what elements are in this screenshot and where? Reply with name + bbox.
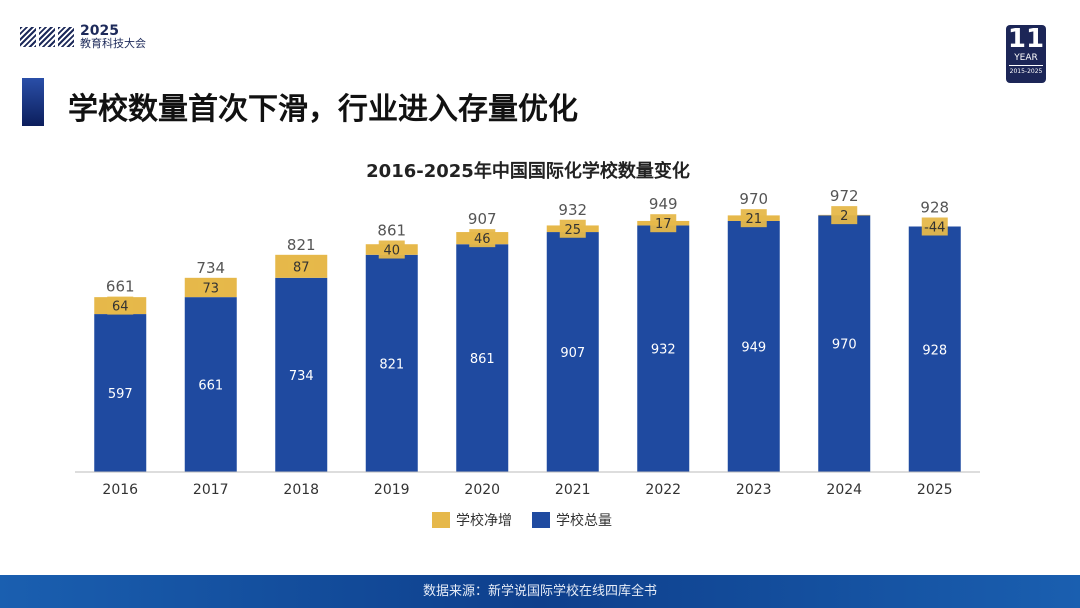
x-tick-2023: 2023 [736,482,772,498]
total-label-2018: 821 [287,236,316,254]
bar-total-2021 [546,232,599,472]
total-label-2021: 932 [558,201,587,219]
net-label-bg-2019 [378,240,405,259]
bar-total-2022 [637,225,690,472]
bar-total-2025 [908,226,961,472]
net-label-bg-2025 [921,217,948,236]
x-tick-2020: 2020 [464,482,500,498]
net-label-2020: 46 [474,232,491,247]
total-value-2019: 821 [379,357,404,372]
bar-total-2016 [94,314,147,472]
net-label-bg-2020 [469,229,496,248]
chart-title: 2016-2025年中国国际化学校数量变化 [366,160,690,182]
net-label-2017: 73 [202,281,219,296]
total-label-2025: 928 [920,199,949,217]
page-title: 学校数量首次下滑，行业进入存量优化 [68,92,578,127]
bar-total-2023 [727,220,780,472]
total-label-2023: 970 [739,190,768,208]
legend-swatch-total [532,512,550,528]
x-tick-2016: 2016 [102,482,138,498]
bar-total-2018 [275,277,328,472]
net-label-2024: 2 [840,209,848,224]
net-label-bg-2022 [650,214,677,233]
x-tick-2022: 2022 [645,482,681,498]
legend-label-total: 学校总量 [556,512,612,529]
x-tick-2017: 2017 [193,482,229,498]
total-value-2020: 861 [470,352,495,367]
net-label-bg-2023 [740,209,767,228]
total-label-2024: 972 [830,187,859,205]
net-label-bg-2021 [559,219,586,238]
logo-name: 教育科技大会 [80,37,146,50]
total-label-2022: 949 [649,195,678,213]
source-footer: 数据来源：新学说国际学校在线四库全书 [0,575,1080,608]
net-label-2019: 40 [383,244,400,259]
conference-logo: 2025 教育科技大会 [20,24,146,49]
legend-label-net: 学校净增 [456,512,512,529]
net-label-bg-2017 [197,278,224,297]
total-value-2025: 928 [922,343,947,358]
total-label-2016: 661 [106,278,135,296]
x-tick-2024: 2024 [826,482,862,498]
badge-number: 11 [1007,24,1045,54]
net-label-bg-2016 [107,296,134,315]
net-label-2023: 21 [745,212,762,227]
net-label-bg-2018 [288,257,315,276]
net-label-2022: 17 [655,217,672,232]
x-tick-2019: 2019 [374,482,410,498]
logo-mark [20,26,74,47]
total-value-2018: 734 [289,369,314,384]
x-tick-2025: 2025 [917,482,953,498]
x-tick-2021: 2021 [555,482,591,498]
net-label-2025: -44 [924,221,945,236]
x-tick-2018: 2018 [283,482,319,498]
total-value-2023: 949 [741,340,766,355]
total-value-2021: 907 [560,346,585,361]
total-value-2017: 661 [198,379,223,394]
bar-total-2019 [365,254,418,472]
bar-total-2020 [456,244,509,472]
total-value-2016: 597 [108,387,133,402]
badge-label: YEAR [1014,53,1038,63]
legend-swatch-net [432,512,450,528]
net-label-2018: 87 [293,260,310,275]
total-label-2020: 907 [468,210,497,228]
net-label-bg-2024 [831,206,858,225]
net-label-2021: 25 [564,223,581,238]
total-value-2022: 932 [651,343,676,358]
bar-total-2024 [818,215,871,472]
total-label-2017: 734 [196,259,225,277]
bar-total-2017 [184,297,237,472]
net-label-2016: 64 [112,300,129,315]
badge-range: 2015-2025 [1009,65,1043,75]
title-accent-bar [22,78,44,126]
anniversary-badge: 11 YEAR 2015-2025 [1006,25,1046,83]
total-value-2024: 970 [832,338,857,353]
logo-year: 2025 [80,23,119,39]
total-label-2019: 861 [377,222,406,240]
